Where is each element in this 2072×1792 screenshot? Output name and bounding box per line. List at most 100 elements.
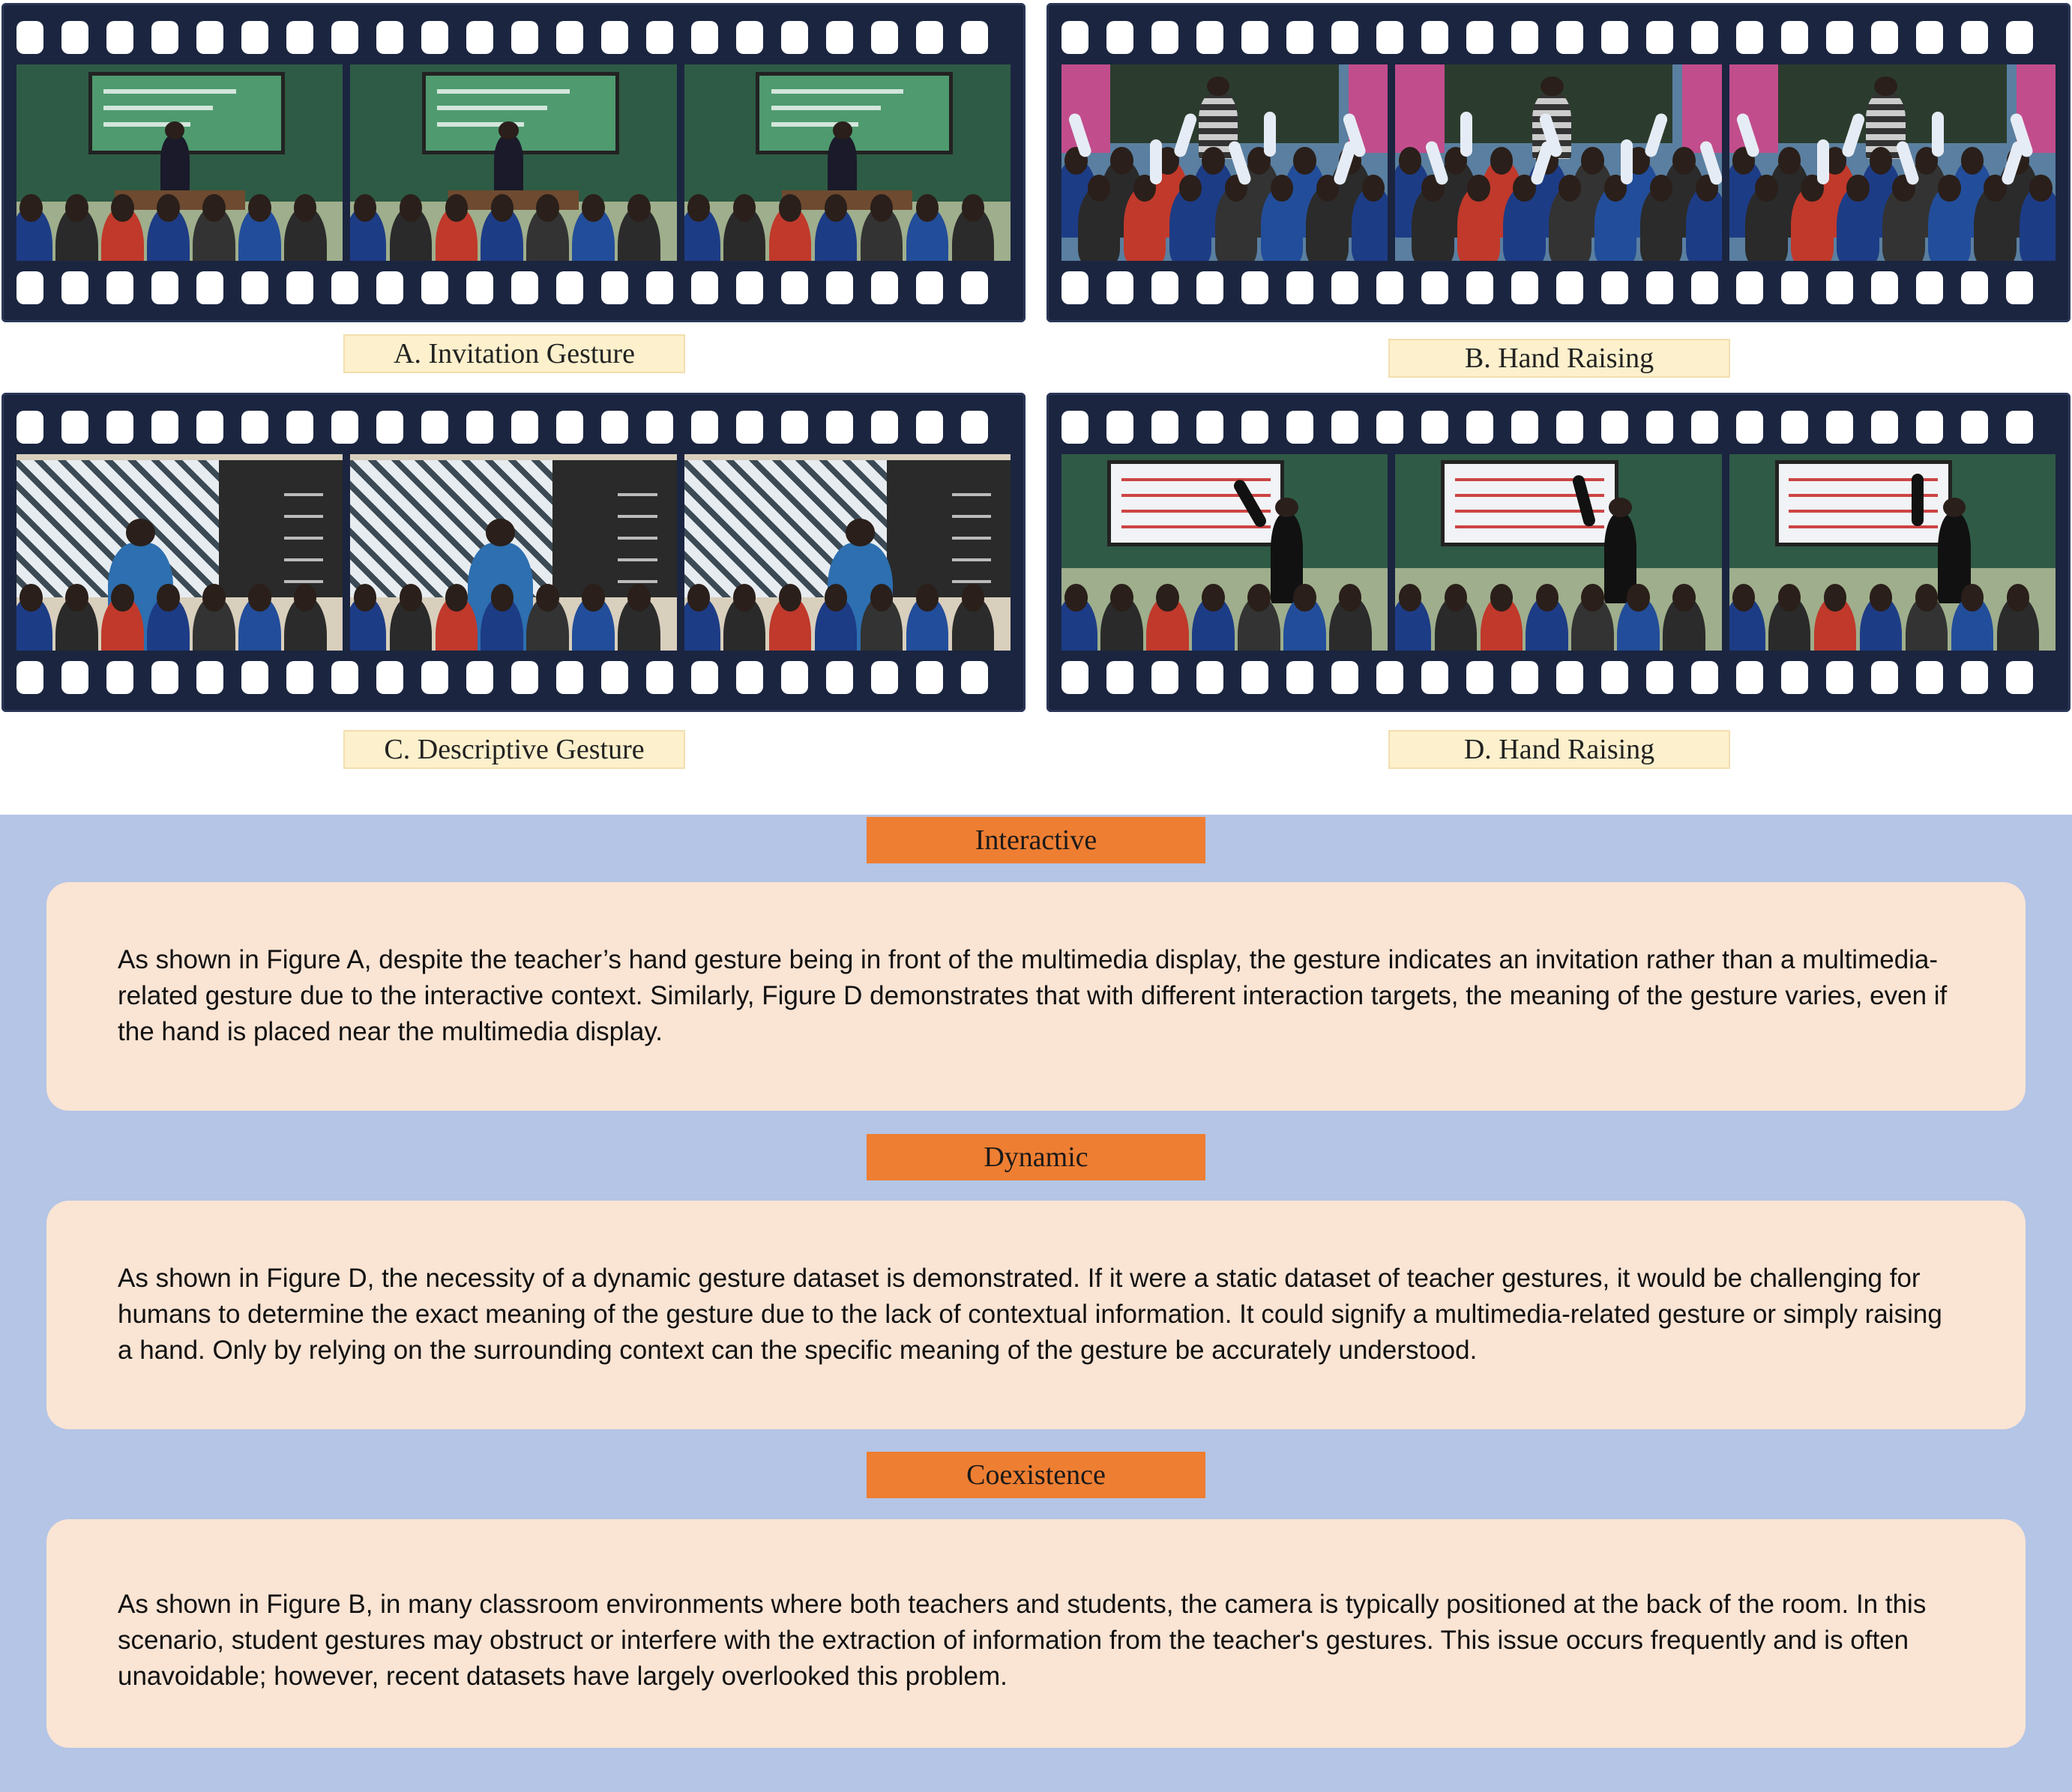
table-row-line bbox=[1454, 493, 1605, 497]
sprocket-hole bbox=[61, 21, 88, 54]
student-head bbox=[1581, 583, 1604, 612]
sprocket-hole bbox=[601, 271, 628, 304]
student-head bbox=[1581, 147, 1604, 175]
sprocket-hole bbox=[106, 21, 133, 54]
board-word bbox=[283, 515, 324, 519]
teacher-head bbox=[1874, 76, 1897, 96]
sprocket-hole bbox=[1061, 21, 1088, 54]
screen-text-line bbox=[771, 106, 881, 111]
wall-poster bbox=[1395, 64, 1445, 153]
sprocket-hole bbox=[1556, 271, 1583, 304]
student-head bbox=[1846, 174, 1870, 202]
student-head bbox=[294, 193, 317, 222]
sprocket-hole bbox=[1376, 21, 1403, 54]
sprocket-hole bbox=[1556, 21, 1583, 54]
table-row-line bbox=[1789, 477, 1939, 481]
sprocket-hole bbox=[916, 21, 943, 54]
teacher-head bbox=[125, 519, 155, 547]
student-head bbox=[732, 193, 756, 222]
screen-text-line bbox=[771, 89, 904, 94]
table-row-line bbox=[1454, 525, 1605, 528]
student-head bbox=[870, 193, 894, 222]
screen-text-line bbox=[437, 106, 547, 111]
sprocket-hole bbox=[1376, 271, 1403, 304]
sprocket-hole bbox=[241, 21, 268, 54]
sprocket-hole bbox=[1736, 271, 1763, 304]
student-raised-arm bbox=[1149, 139, 1162, 184]
sprocket-hole bbox=[736, 411, 763, 444]
sprocket-hole bbox=[826, 411, 853, 444]
sprocket-hole bbox=[106, 661, 133, 694]
sprocket-hole bbox=[1691, 661, 1718, 694]
projector-screen bbox=[1774, 459, 1952, 546]
sprocket-hole bbox=[1961, 271, 1988, 304]
sprocket-hole bbox=[736, 21, 763, 54]
sprocket-hole bbox=[61, 271, 88, 304]
student-head bbox=[202, 583, 226, 612]
sprocket-hole bbox=[646, 661, 673, 694]
sprocket-hole bbox=[1736, 411, 1763, 444]
student-head bbox=[1398, 147, 1422, 175]
sprocket-holes bbox=[1061, 21, 2056, 54]
video-frame bbox=[684, 64, 1011, 261]
student-head bbox=[1869, 147, 1893, 175]
video-frame bbox=[16, 454, 343, 651]
section-text-interactive: As shown in Figure A, despite the teache… bbox=[118, 945, 1948, 1046]
sprocket-hole bbox=[1151, 21, 1178, 54]
sprocket-hole bbox=[151, 411, 178, 444]
sprocket-hole bbox=[1421, 21, 1448, 54]
sprocket-hole bbox=[1871, 661, 1898, 694]
student-head bbox=[353, 583, 377, 612]
section-card-dynamic: As shown in Figure D, the necessity of a… bbox=[46, 1201, 2026, 1429]
board-word bbox=[283, 558, 324, 561]
sprocket-hole bbox=[1646, 661, 1673, 694]
table-row-line bbox=[1121, 525, 1271, 528]
video-frame bbox=[1395, 454, 1722, 651]
student-head bbox=[1398, 583, 1422, 612]
teacher-head bbox=[1609, 497, 1632, 517]
student-head bbox=[961, 193, 985, 222]
sprocket-hole bbox=[1646, 411, 1673, 444]
projector-screen bbox=[88, 72, 286, 155]
student-head bbox=[1869, 583, 1893, 612]
sprocket-hole bbox=[1826, 411, 1853, 444]
student-head bbox=[2006, 583, 2030, 612]
sprocket-hole bbox=[781, 661, 808, 694]
student-head bbox=[536, 583, 559, 612]
screen-text-line bbox=[103, 89, 236, 94]
sprocket-hole bbox=[2006, 21, 2033, 54]
sprocket-hole bbox=[1466, 271, 1493, 304]
sprocket-hole bbox=[1196, 21, 1223, 54]
sprocket-hole bbox=[556, 661, 583, 694]
student-head bbox=[157, 193, 180, 222]
student-head bbox=[1777, 147, 1801, 175]
board-word bbox=[618, 579, 657, 583]
sprocket-holes bbox=[1061, 411, 2056, 444]
sprocket-hole bbox=[1151, 411, 1178, 444]
film-strip-d bbox=[1046, 393, 2071, 712]
sprocket-hole bbox=[466, 271, 493, 304]
sprocket-hole bbox=[1781, 271, 1808, 304]
student-head bbox=[1110, 147, 1133, 175]
board-word bbox=[283, 537, 324, 540]
sprocket-hole bbox=[286, 21, 313, 54]
sprocket-hole bbox=[1556, 661, 1583, 694]
table-row-line bbox=[1121, 509, 1271, 513]
teacher-head bbox=[1942, 497, 1966, 517]
section-title-coexistence: Coexistence bbox=[867, 1452, 1205, 1498]
sprocket-hole bbox=[1286, 411, 1313, 444]
section-title-interactive: Interactive bbox=[867, 817, 1205, 863]
sprocket-hole bbox=[601, 411, 628, 444]
section-card-interactive: As shown in Figure A, despite the teache… bbox=[46, 882, 2026, 1111]
student-head bbox=[778, 193, 802, 222]
sprocket-hole bbox=[196, 411, 223, 444]
student-head bbox=[1361, 174, 1385, 202]
sprocket-hole bbox=[1691, 411, 1718, 444]
sprocket-hole bbox=[1871, 271, 1898, 304]
sprocket-hole bbox=[1511, 661, 1538, 694]
student-head bbox=[2029, 174, 2053, 202]
video-frames bbox=[16, 454, 1011, 651]
sprocket-hole bbox=[331, 271, 358, 304]
section-text-coexistence: As shown in Figure B, in many classroom … bbox=[118, 1590, 1927, 1691]
sprocket-hole bbox=[1961, 21, 1988, 54]
